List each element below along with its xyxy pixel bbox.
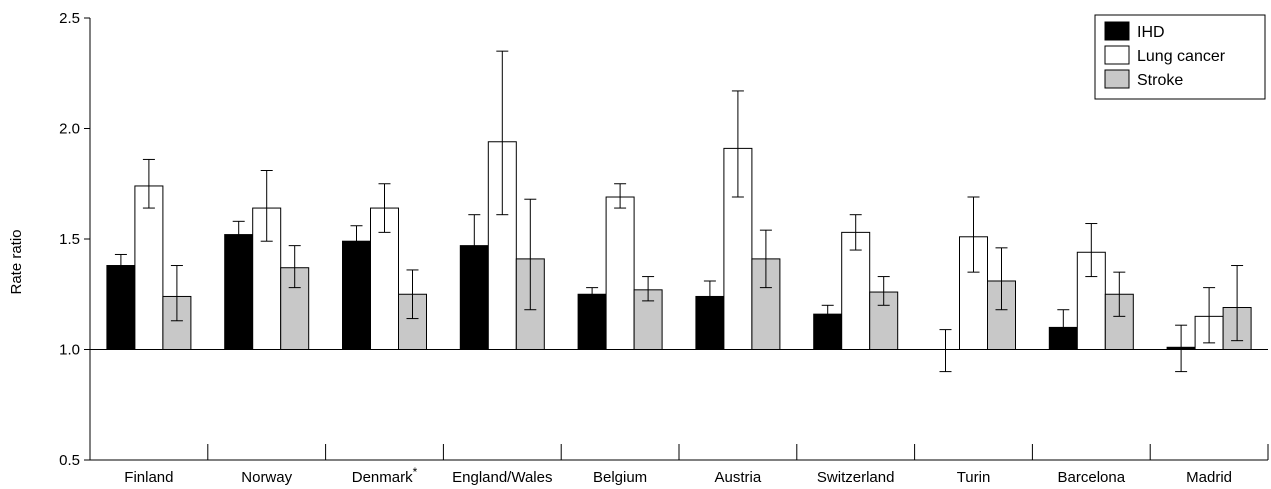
x-tick-label-text: Norway bbox=[241, 469, 292, 486]
legend-swatch bbox=[1104, 45, 1130, 65]
legend: IHD Lung cancer Stroke bbox=[1094, 14, 1266, 100]
legend-swatch bbox=[1104, 21, 1130, 41]
error-bars-group bbox=[114, 50, 1244, 373]
x-tick-label-text: Finland bbox=[124, 469, 173, 486]
x-axis: Finland Norway Denmark* England/Wales Belgiu… bbox=[90, 444, 1269, 486]
bars-group bbox=[106, 141, 1252, 351]
y-tick-label: 1.0 bbox=[59, 342, 80, 359]
bar-lung-cancer bbox=[134, 185, 164, 350]
y-tick-label: 2.0 bbox=[59, 121, 80, 138]
x-tick-label-text: Barcelona bbox=[1058, 469, 1126, 486]
y-tick-label: 2.5 bbox=[59, 10, 80, 27]
x-tick-label: Austria bbox=[715, 469, 762, 486]
x-tick-label: Denmark* bbox=[352, 465, 418, 486]
legend-label: Stroke bbox=[1137, 72, 1183, 89]
legend-label: IHD bbox=[1137, 24, 1165, 41]
x-tick-label: Belgium bbox=[593, 469, 647, 486]
y-tick-label: 1.5 bbox=[59, 231, 80, 248]
bar-stroke bbox=[162, 295, 192, 350]
x-tick-label: Madrid bbox=[1186, 469, 1232, 486]
x-tick-label-text: Turin bbox=[957, 469, 991, 486]
x-tick-label: Finland bbox=[124, 469, 173, 486]
legend-label: Lung cancer bbox=[1137, 48, 1226, 65]
x-tick-label: Barcelona bbox=[1058, 469, 1126, 486]
bar-ihd bbox=[342, 240, 371, 351]
y-axis: 0.5 1.0 1.5 2.0 2.5 bbox=[59, 10, 91, 469]
bar-lung-cancer bbox=[605, 196, 635, 350]
x-tick-label-text: England/Wales bbox=[452, 469, 552, 486]
bar-ihd bbox=[106, 265, 136, 350]
x-tick-label: England/Wales bbox=[452, 469, 552, 486]
legend-swatch bbox=[1104, 69, 1130, 89]
x-tick-label-text: Madrid bbox=[1186, 469, 1232, 486]
bar-ihd bbox=[224, 234, 254, 350]
x-tick-label-text: Belgium bbox=[593, 469, 647, 486]
bar-ihd bbox=[577, 293, 607, 350]
x-tick-label-mark: * bbox=[413, 465, 418, 479]
x-tick-label-text: Switzerland bbox=[817, 469, 895, 486]
y-tick-label: 0.5 bbox=[59, 452, 80, 469]
x-tick-label: Norway bbox=[241, 469, 292, 486]
x-tick-label: Turin bbox=[957, 469, 991, 486]
x-tick-label-text: Denmark bbox=[352, 469, 413, 486]
x-tick-label-text: Austria bbox=[715, 469, 762, 486]
x-tick-label: Switzerland bbox=[817, 469, 895, 486]
y-axis-label: Rate ratio bbox=[8, 229, 25, 294]
